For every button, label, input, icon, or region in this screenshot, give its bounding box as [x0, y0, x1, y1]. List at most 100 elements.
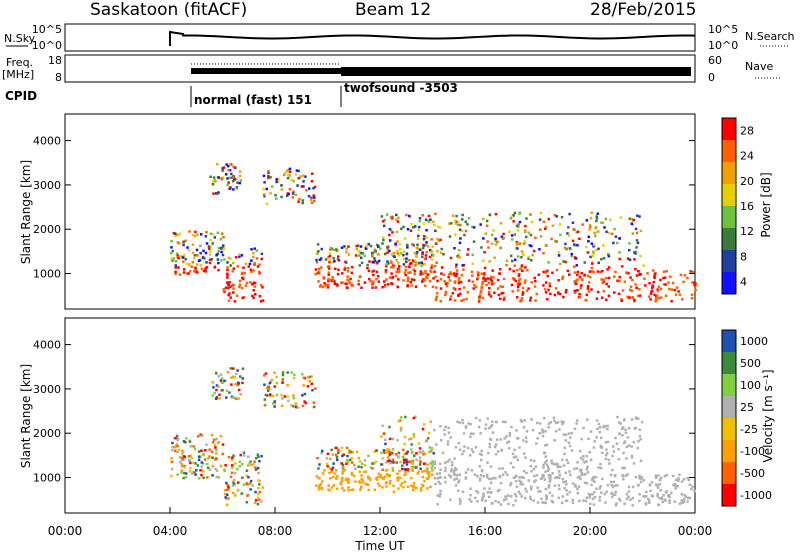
echo-cell: [310, 201, 314, 204]
echo-cell: [194, 473, 197, 476]
echo-cell: [217, 268, 220, 272]
echo-cell: [545, 459, 549, 462]
echo-cell: [256, 496, 260, 500]
echo-cell: [637, 439, 640, 443]
y-tick-label: 2000: [33, 223, 61, 236]
echo-cell: [407, 469, 410, 473]
echo-cell: [432, 220, 435, 223]
echo-cell: [665, 473, 668, 477]
echo-cell: [464, 476, 468, 479]
echo-cell: [479, 289, 483, 293]
echo-cell: [471, 262, 474, 266]
echo-cell: [371, 286, 374, 289]
echo-cell: [486, 417, 489, 420]
echo-cell: [561, 275, 565, 278]
echo-cell: [431, 285, 435, 288]
echo-cell: [480, 272, 483, 275]
echo-cell: [401, 464, 404, 467]
echo-cell: [333, 267, 337, 271]
echo-cell: [544, 227, 547, 231]
echo-cell: [223, 489, 227, 492]
echo-cell: [226, 268, 229, 272]
echo-cell: [455, 477, 459, 480]
echo-cell: [203, 458, 207, 461]
echo-cell: [454, 445, 458, 449]
echo-cell: [321, 285, 325, 289]
echo-cell: [199, 244, 202, 248]
echo-cell: [458, 256, 461, 259]
echo-cell: [306, 385, 310, 388]
echo-cell: [603, 424, 606, 428]
echo-cell: [189, 445, 193, 448]
echo-cell: [505, 259, 509, 263]
echo-cell: [418, 219, 421, 223]
colorbar-tick-label: 12: [740, 225, 754, 238]
colorbar-swatch: [722, 374, 736, 396]
echo-cell: [686, 276, 689, 280]
echo-cell: [202, 269, 206, 273]
freq-label-2: [MHz]: [2, 68, 34, 81]
echo-cell: [618, 421, 621, 424]
echo-cell: [580, 271, 583, 275]
echo-cell: [628, 242, 631, 245]
echo-cell: [594, 248, 598, 252]
echo-cell: [404, 268, 408, 272]
echo-cell: [470, 274, 474, 277]
echo-cell: [215, 469, 219, 472]
echo-cell: [194, 462, 197, 465]
echo-cell: [411, 259, 415, 262]
echo-cell: [544, 470, 547, 473]
echo-cell: [547, 474, 551, 477]
echo-cell: [487, 451, 490, 455]
power-scatter: [170, 162, 698, 303]
echo-cell: [296, 406, 300, 409]
echo-cell: [198, 477, 201, 480]
echo-cell: [559, 233, 562, 237]
echo-cell: [253, 460, 256, 463]
echo-cell: [623, 502, 626, 505]
echo-cell: [224, 464, 227, 467]
echo-cell: [585, 418, 589, 421]
echo-cell: [562, 433, 566, 436]
echo-cell: [581, 278, 584, 281]
echo-cell: [480, 286, 483, 290]
echo-cell: [448, 235, 452, 238]
echo-cell: [530, 244, 533, 248]
echo-cell: [585, 219, 589, 222]
echo-cell: [437, 480, 441, 484]
echo-cell: [204, 235, 208, 238]
echo-cell: [483, 266, 487, 270]
echo-cell: [491, 269, 494, 272]
echo-cell: [358, 275, 362, 278]
echo-cell: [528, 495, 532, 499]
echo-cell: [563, 486, 566, 490]
echo-cell: [241, 271, 244, 275]
echo-cell: [220, 232, 224, 235]
echo-cell: [494, 243, 498, 246]
echo-cell: [226, 276, 229, 279]
echo-cell: [316, 251, 319, 255]
echo-cell: [522, 253, 525, 257]
echo-cell: [250, 259, 253, 262]
echo-cell: [524, 224, 527, 228]
echo-cell: [410, 484, 413, 487]
echo-cell: [208, 258, 212, 262]
echo-cell: [471, 450, 475, 454]
echo-cell: [525, 440, 528, 443]
echo-cell: [202, 476, 205, 480]
echo-cell: [615, 442, 619, 445]
echo-cell: [510, 234, 514, 237]
echo-cell: [634, 416, 638, 419]
echo-cell: [368, 277, 371, 281]
echo-cell: [582, 455, 585, 458]
echo-cell: [565, 458, 569, 462]
echo-cell: [423, 452, 427, 455]
echo-cell: [314, 272, 317, 276]
echo-cell: [587, 235, 591, 239]
echo-cell: [596, 290, 600, 294]
echo-cell: [631, 278, 634, 282]
echo-cell: [481, 498, 484, 501]
echo-cell: [326, 452, 330, 456]
echo-cell: [222, 244, 225, 247]
